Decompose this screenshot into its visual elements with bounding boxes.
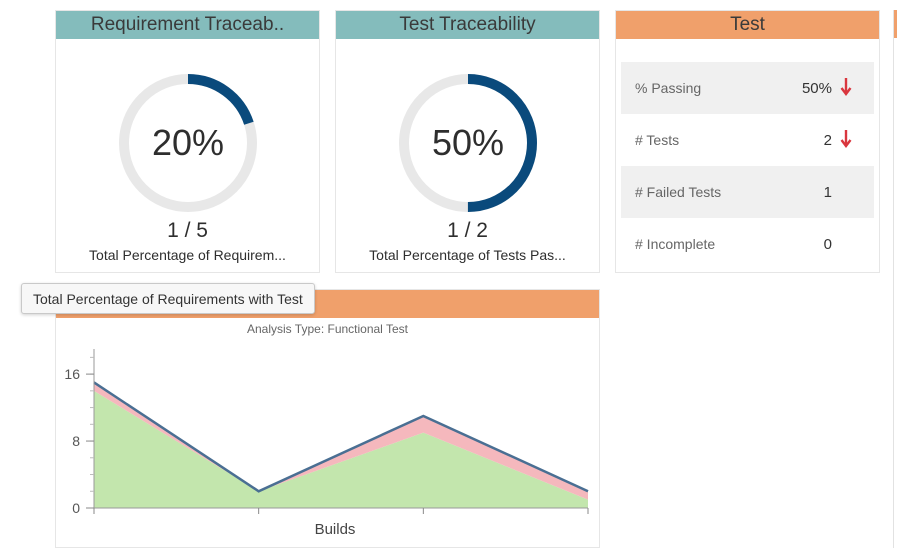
- requirement-percent: 20%: [151, 122, 225, 163]
- requirement-donut-arc: [119, 74, 257, 212]
- right-panel-edge: [893, 10, 894, 548]
- requirement-traceability-title: Requirement Traceab..: [56, 11, 319, 39]
- requirement-traceability-card[interactable]: Requirement Traceab.. 20% 1 / 5 Total Pe…: [55, 10, 320, 273]
- requirement-ratio: 1 / 5: [167, 219, 208, 242]
- stat-row-incomplete[interactable]: # Incomplete 0: [621, 218, 874, 270]
- stat-value: 0: [823, 235, 832, 253]
- stat-label: # Incomplete: [635, 236, 716, 252]
- test-caption: Total Percentage of Tests Pas...: [369, 247, 566, 263]
- stat-row-passing[interactable]: % Passing 50%: [621, 62, 874, 114]
- requirement-caption: Total Percentage of Requirem...: [89, 247, 286, 263]
- test-percent: 50%: [431, 122, 505, 163]
- stat-row-failed[interactable]: # Failed Tests 1: [621, 166, 874, 218]
- right-panel-header-edge: [894, 10, 897, 38]
- stat-label: # Failed Tests: [635, 184, 722, 200]
- stat-label: # Tests: [635, 132, 680, 148]
- test-traceability-title: Test Traceability: [336, 11, 599, 39]
- test-donut-arc: [399, 74, 537, 212]
- chart-subtitle: Analysis Type: Functional Test: [247, 322, 408, 336]
- test-summary-title: Test: [616, 11, 879, 39]
- test-ratio: 1 / 2: [447, 219, 488, 242]
- arrow-down-icon: [840, 130, 852, 148]
- stat-row-tests[interactable]: # Tests 2: [621, 114, 874, 166]
- arrow-down-icon: [840, 78, 852, 96]
- stat-value: 2: [823, 131, 832, 149]
- tooltip: Total Percentage of Requirements with Te…: [21, 283, 315, 314]
- requirement-donut: 20%: [116, 71, 260, 215]
- test-traceability-card[interactable]: Test Traceability 50% 1 / 2 Total Percen…: [335, 10, 600, 273]
- test-summary-card: Test % Passing 50% # Tests 2 # Failed Te…: [615, 10, 880, 273]
- trend-chart-card: Analysis Type: Functional Test: [55, 289, 600, 548]
- stat-label: % Passing: [635, 80, 702, 96]
- stat-value: 50%: [801, 79, 832, 97]
- test-donut: 50%: [396, 71, 540, 215]
- stat-value: 1: [823, 183, 832, 201]
